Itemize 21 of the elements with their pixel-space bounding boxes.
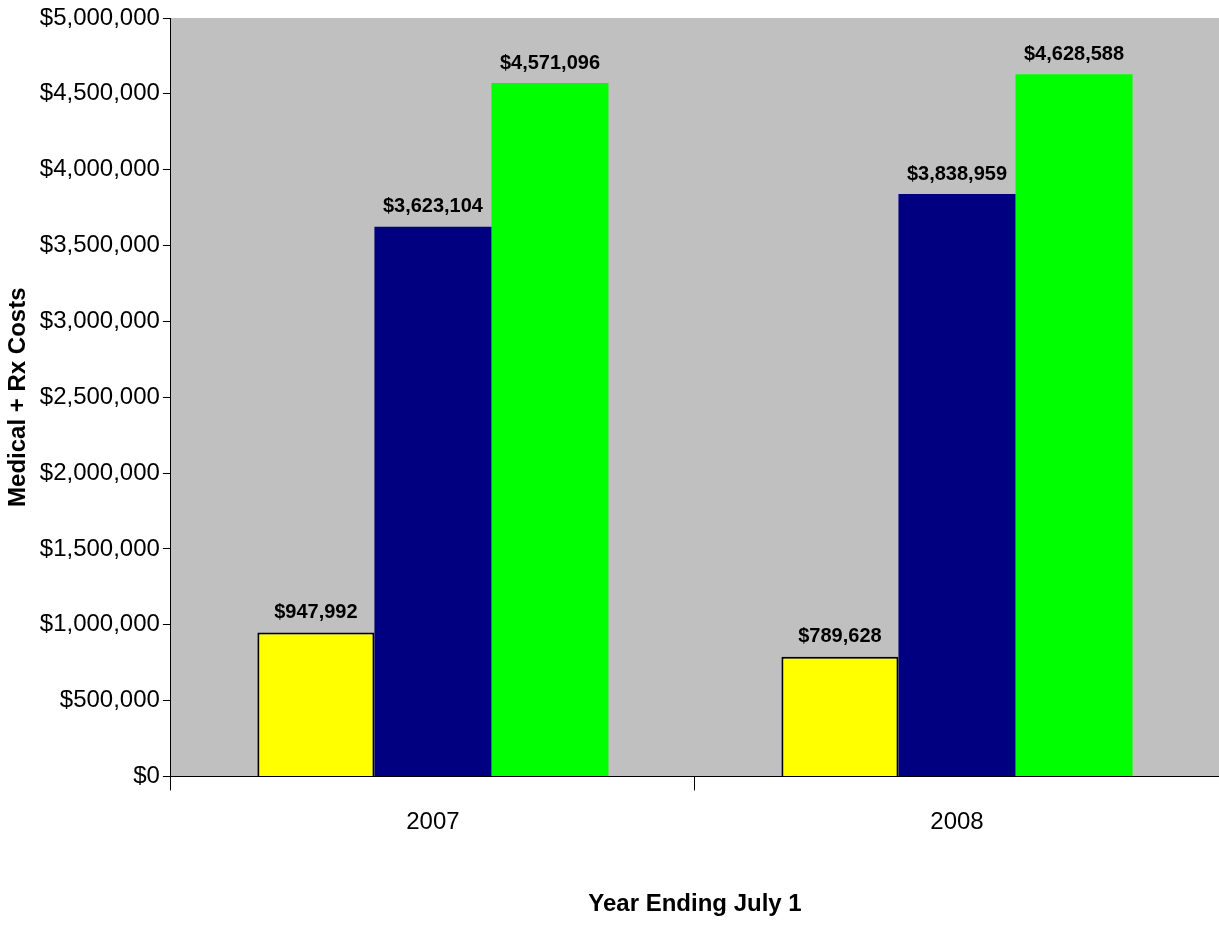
data-label: $947,992 <box>274 600 358 623</box>
y-tick-label: $2,000,000 <box>39 457 160 485</box>
data-label: $3,838,959 <box>906 161 1008 184</box>
y-tick-label: $0 <box>133 761 160 789</box>
y-tick-label: $1,000,000 <box>39 609 160 637</box>
y-tick-label: $2,500,000 <box>39 381 160 409</box>
y-axis-title: Medical + Rx Costs <box>3 287 31 507</box>
x-tick-label: 2008 <box>930 807 984 835</box>
y-tick-label: $1,500,000 <box>39 533 160 561</box>
y-tick-label: $500,000 <box>59 685 160 713</box>
y-tick-label: $5,000,000 <box>39 2 160 30</box>
data-label: $4,571,096 <box>499 50 601 73</box>
data-label: $4,628,588 <box>1023 41 1125 64</box>
x-tick-label: 2007 <box>406 807 460 835</box>
y-tick-label: $3,500,000 <box>39 230 160 258</box>
data-label: $3,623,104 <box>382 194 484 217</box>
y-tick-label: $4,500,000 <box>39 78 160 106</box>
y-tick-label: $3,000,000 <box>39 305 160 333</box>
y-tick-label: $4,000,000 <box>39 154 160 182</box>
x-axis-title: Year Ending July 1 <box>588 889 802 917</box>
data-label: $789,628 <box>798 624 882 647</box>
